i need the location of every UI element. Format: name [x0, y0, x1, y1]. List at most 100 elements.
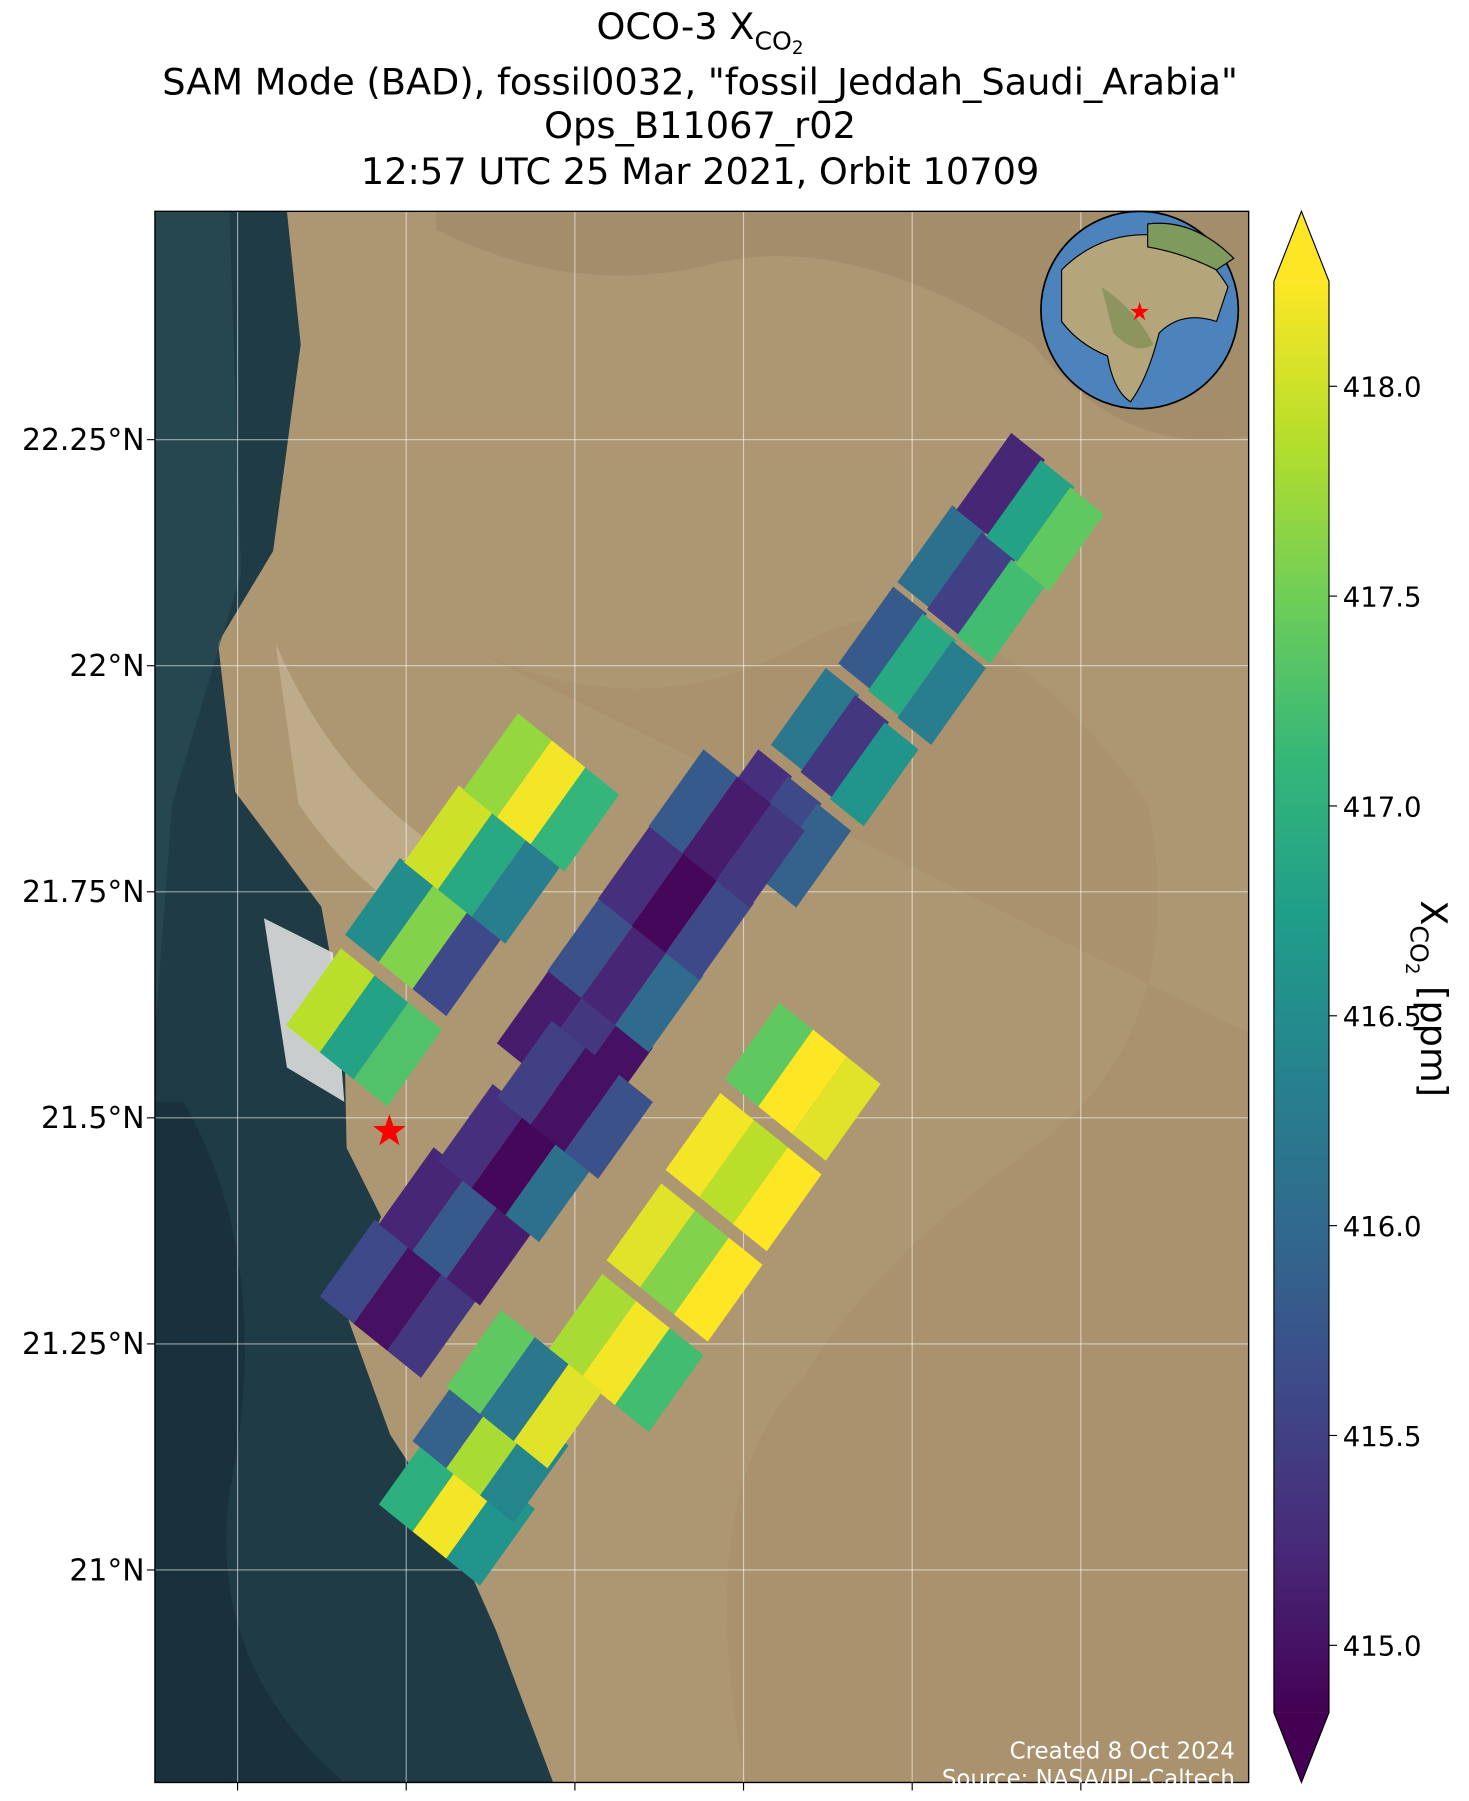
sounding — [496, 740, 586, 845]
sounding — [319, 1219, 409, 1324]
colorbar-label: XCO2 [ppm] — [1401, 900, 1455, 1097]
sounding — [319, 975, 409, 1080]
sounding — [682, 776, 771, 881]
sounding — [378, 885, 468, 989]
sounding — [404, 785, 493, 890]
colorbar: 415.0 415.5 416.0 416.5 417.0 417.5 418.0 — [1273, 209, 1422, 1785]
sounding — [762, 803, 852, 908]
sounding — [838, 586, 927, 691]
x-tick-label: 39.4°E — [525, 1797, 625, 1801]
sounding — [758, 1029, 847, 1134]
sounding — [530, 1047, 620, 1152]
sounding — [724, 1002, 814, 1107]
x-tick-label: 39°E — [202, 1797, 274, 1801]
sounding — [446, 1310, 535, 1414]
sounding — [437, 1083, 527, 1188]
sounding — [564, 1074, 653, 1179]
sounding — [716, 803, 805, 908]
sea-shallow — [154, 211, 242, 1034]
globe-vegetation — [1101, 287, 1154, 349]
soundings — [286, 432, 1105, 1586]
subtitle: SAM Mode (BAD), fossil0032, "fossil_Jedd… — [162, 60, 1238, 103]
sounding — [926, 532, 1016, 637]
x-tick-label: 40°E — [1045, 1797, 1117, 1801]
terrain — [436, 211, 1249, 441]
sounding — [530, 767, 620, 872]
sounding — [673, 1237, 763, 1342]
sounding — [581, 1300, 670, 1405]
title: OCO-3 XCO2 — [597, 5, 804, 59]
sounding — [471, 1111, 561, 1216]
sounding — [463, 713, 552, 818]
sounding — [387, 1273, 476, 1378]
sounding — [800, 695, 889, 800]
y-tick-label: 21.25°N — [22, 1327, 145, 1362]
sounding — [614, 948, 704, 1053]
cb-label-unit: [ppm] — [1412, 986, 1455, 1097]
colorbar-tick-label: 416.5 — [1343, 1001, 1422, 1033]
sounding — [598, 821, 687, 926]
sounding — [547, 894, 637, 999]
sounding — [956, 559, 1046, 664]
cb-label-text: X — [1412, 900, 1455, 925]
colorbar-tick-label: 415.5 — [1343, 1421, 1422, 1453]
sounding — [665, 1092, 755, 1197]
sounding — [640, 1210, 729, 1315]
cb-label-subsub: 2 — [1401, 963, 1422, 975]
subtitle: 12:57 UTC 25 Mar 2021, Orbit 10709 — [361, 150, 1039, 193]
sounding — [286, 948, 375, 1053]
sounding — [412, 912, 502, 1017]
sounding — [829, 722, 919, 827]
title-text: OCO-3 X — [597, 5, 755, 48]
sounding — [985, 460, 1075, 564]
sounding — [792, 1056, 881, 1161]
sounding — [606, 1183, 696, 1288]
sounding — [513, 1364, 603, 1469]
sounding — [446, 1201, 535, 1306]
sounding — [496, 1020, 586, 1125]
sounding — [378, 1147, 468, 1252]
sounding — [345, 857, 434, 962]
colorbar-body — [1273, 281, 1329, 1713]
y-tick-label: 21.5°N — [41, 1101, 145, 1136]
cb-label-sub: CO — [1404, 925, 1433, 962]
sounding — [732, 1147, 822, 1252]
sounding — [437, 812, 527, 917]
sounding — [480, 1337, 569, 1442]
sounding — [471, 839, 561, 944]
sounding — [505, 1138, 594, 1243]
sounding — [665, 875, 755, 980]
x-tick-label: 39.6°E — [693, 1797, 793, 1801]
sounding — [631, 848, 721, 953]
colorbar-tick-label: 418.0 — [1343, 372, 1422, 404]
markers — [372, 1114, 406, 1146]
globe-star — [1130, 301, 1149, 321]
x-tick-label: 39.8°E — [862, 1797, 962, 1801]
title-subsub: 2 — [792, 38, 804, 59]
credit: Source: NASA/JPL-Caltech — [942, 1766, 1235, 1792]
sounding — [496, 966, 586, 1071]
sea — [154, 211, 554, 1783]
colorbar-tick-label: 417.0 — [1343, 791, 1422, 823]
terrain — [459, 618, 1249, 1783]
globe-land — [1147, 222, 1235, 271]
y-tick-label: 22°N — [69, 649, 144, 684]
sounding — [648, 749, 738, 854]
colorbar-outline — [1273, 209, 1330, 1785]
y-tick-label: 21.75°N — [22, 875, 145, 910]
sounding — [956, 432, 1046, 537]
sounding — [897, 505, 986, 610]
colorbar-extend-min — [1273, 1712, 1329, 1783]
sounding — [699, 1120, 788, 1225]
sounding — [353, 1246, 443, 1351]
y-tick-label: 21°N — [69, 1553, 144, 1588]
target-star — [372, 1114, 406, 1146]
credit: Created 8 Oct 2024 — [1010, 1738, 1235, 1764]
sounding — [547, 1273, 637, 1378]
deep-sea — [154, 1101, 345, 1783]
map-frame — [154, 210, 1250, 1784]
sounding — [412, 1174, 502, 1279]
sounding — [614, 1328, 704, 1433]
sounding — [581, 921, 670, 1026]
